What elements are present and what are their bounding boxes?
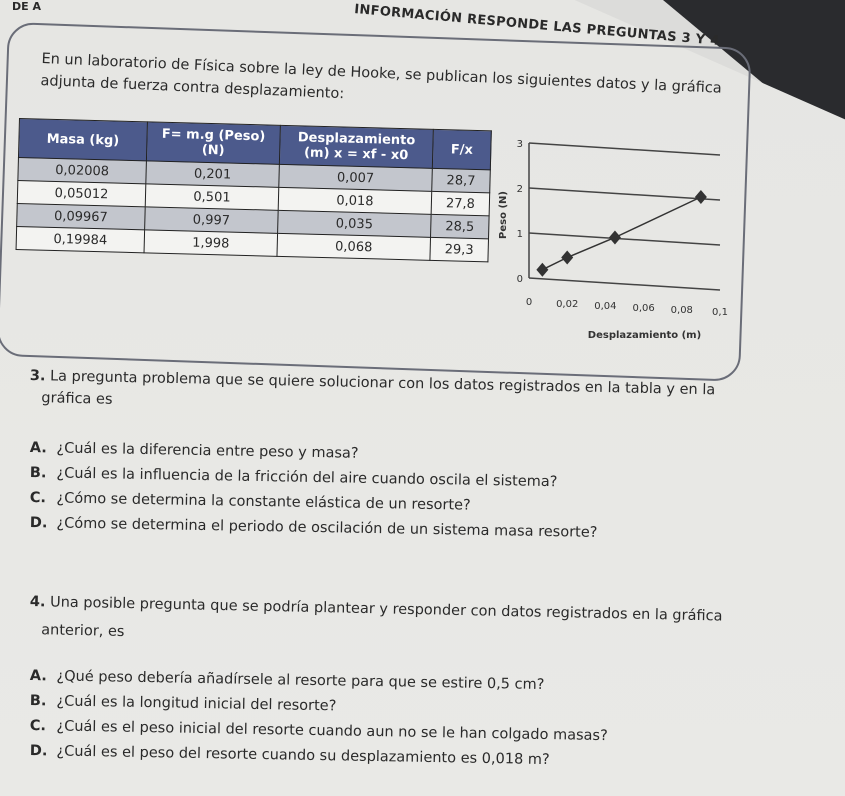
option-letter: D. — [29, 515, 48, 532]
gridline — [528, 187, 721, 201]
table-cell: 0,09967 — [16, 203, 146, 230]
table-cell: 0,19984 — [16, 226, 145, 253]
col-header: Desplazamiento (m) x = xf - x0 — [279, 125, 434, 169]
data-point-marker — [694, 190, 707, 204]
y-tick-label: 0 — [517, 274, 523, 285]
table-cell: 0,05012 — [17, 180, 146, 207]
question-number: 4. — [29, 594, 46, 611]
question-number: 3. — [29, 368, 46, 385]
y-tick-label: 1 — [517, 229, 523, 240]
table-cell: 28,5 — [430, 214, 490, 239]
option-letter: A. — [29, 668, 47, 685]
data-point-marker — [561, 250, 574, 265]
option-letter: D. — [29, 743, 48, 760]
data-table: Masa (kg) F= m.g (Peso) (N) Desplazamien… — [16, 118, 492, 262]
table-cell: 29,3 — [429, 237, 489, 262]
x-tick-label: 0,08 — [671, 305, 693, 316]
header-fragment: DE A — [12, 0, 41, 13]
table-cell: 0,068 — [276, 233, 431, 261]
col-header: F= m.g (Peso) (N) — [146, 121, 281, 165]
table-cell: 0,201 — [145, 160, 280, 188]
table-cell: 0,997 — [144, 206, 279, 234]
force-displacement-chart: 0 1 2 3 0 0,02 0,04 0,06 0,08 0,1 Peso (N) Desplaza… — [498, 139, 728, 341]
x-tick-label: 0 — [526, 297, 532, 308]
option-letter: A. — [29, 440, 47, 457]
gridline — [528, 232, 721, 246]
data-point-marker — [608, 230, 621, 245]
data-point-marker — [536, 262, 549, 277]
y-tick-label: 3 — [517, 139, 523, 150]
table-cell: 0,501 — [145, 183, 279, 211]
gridline — [528, 142, 721, 156]
y-tick-label: 2 — [517, 184, 523, 195]
col-header: F/x — [432, 129, 492, 170]
x-tick-label: 0,06 — [632, 303, 654, 314]
gridline — [528, 277, 721, 291]
option-letter: B. — [29, 465, 47, 482]
option-letter: C. — [29, 490, 47, 507]
option-letter: B. — [29, 693, 47, 710]
option-letter: C. — [29, 718, 47, 735]
col-header: Masa (kg) — [18, 118, 148, 161]
table-cell: 28,7 — [431, 168, 491, 193]
x-axis-label: Desplazamiento (m) — [588, 330, 701, 341]
x-tick-label: 0,02 — [556, 299, 578, 310]
table-cell: 0,02008 — [17, 157, 147, 184]
series-line — [542, 196, 702, 271]
table-cell: 1,998 — [144, 229, 278, 257]
x-tick-label: 0,1 — [712, 307, 728, 318]
x-tick-label: 0,04 — [594, 301, 616, 312]
y-axis-label: Peso (N) — [498, 191, 509, 239]
table-cell: 27,8 — [431, 191, 490, 216]
